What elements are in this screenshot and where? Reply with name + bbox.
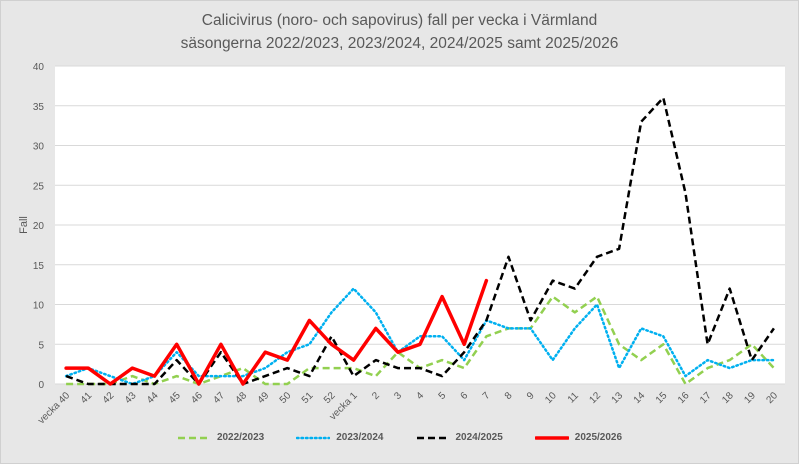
x-tick-label: 9 xyxy=(525,390,537,402)
legend-label: 2023/2024 xyxy=(336,432,384,443)
x-tick-label: 45 xyxy=(167,390,183,406)
x-tick-label: 20 xyxy=(764,390,780,406)
x-tick-label: 47 xyxy=(211,390,227,406)
x-tick-label: 42 xyxy=(101,390,117,406)
series-line-2024-2025 xyxy=(65,96,775,386)
x-tick-label: 46 xyxy=(189,390,205,406)
y-tick-label: 10 xyxy=(33,301,45,312)
y-tick-label: 5 xyxy=(38,340,44,351)
y-tick-label: 40 xyxy=(33,62,45,73)
x-tick-label: 51 xyxy=(300,390,316,406)
x-tick-label: vecka 40 xyxy=(36,390,72,426)
y-tick-label: 35 xyxy=(33,102,45,113)
legend-item-2024-2025: 2024/2025 xyxy=(416,432,503,443)
legend-swatch xyxy=(177,436,210,439)
x-tick-label: 43 xyxy=(123,390,139,406)
x-tick-label: 6 xyxy=(459,390,471,402)
x-tick-label: 10 xyxy=(543,390,559,406)
x-tick-label: 49 xyxy=(256,390,272,406)
legend-label: 2022/2023 xyxy=(216,432,265,443)
y-tick-label: 15 xyxy=(33,261,45,272)
y-tick-label: 30 xyxy=(33,142,45,153)
legend-swatch xyxy=(416,436,449,439)
chart-legend: 2022/2023 2023/2024 2024/2025 2025/2026 xyxy=(0,432,799,443)
x-tick-label: 41 xyxy=(79,390,95,406)
x-tick-label: 7 xyxy=(481,390,493,402)
x-tick-label: 3 xyxy=(392,390,404,402)
legend-label: 2025/2026 xyxy=(574,432,623,443)
x-tick-label: 19 xyxy=(742,390,758,406)
series-line-2025-2026 xyxy=(64,278,489,386)
x-tick-label: 13 xyxy=(610,390,626,406)
y-tick-label: 0 xyxy=(38,380,44,391)
chart-title-line2: säsongerna 2022/2023, 2023/2024, 2024/20… xyxy=(180,35,619,52)
legend-swatch xyxy=(534,435,569,440)
legend-item-2022-2023: 2022/2023 xyxy=(177,432,264,443)
legend-item-2025-2026: 2025/2026 xyxy=(534,432,623,443)
y-tick-label: 25 xyxy=(33,181,45,192)
x-tick-label: 16 xyxy=(676,390,692,406)
x-tick-label: 8 xyxy=(503,390,515,402)
y-tick-label: 20 xyxy=(33,221,45,232)
x-tick-label: 5 xyxy=(437,390,449,402)
x-tick-label: 52 xyxy=(322,390,338,406)
x-tick-label: 44 xyxy=(145,390,161,406)
x-tick-label: 14 xyxy=(632,390,648,406)
chart-title-line1: Calicivirus (noro- och sapovirus) fall p… xyxy=(201,12,598,29)
x-tick-label: 11 xyxy=(566,390,581,405)
x-tick-label: 17 xyxy=(698,390,714,406)
x-tick-label: 48 xyxy=(234,390,250,406)
x-tick-label: 12 xyxy=(587,390,603,406)
legend-swatch xyxy=(296,436,331,439)
legend-item-2023-2024: 2023/2024 xyxy=(296,432,384,443)
x-tick-label: 2 xyxy=(370,390,382,402)
x-tick-label: 18 xyxy=(720,390,736,406)
x-tick-label: 15 xyxy=(654,390,670,406)
legend-label: 2024/2025 xyxy=(455,432,503,443)
y-axis-label: Fall xyxy=(18,216,30,234)
x-tick-label: 4 xyxy=(414,390,426,402)
x-tick-label: 50 xyxy=(278,390,294,406)
